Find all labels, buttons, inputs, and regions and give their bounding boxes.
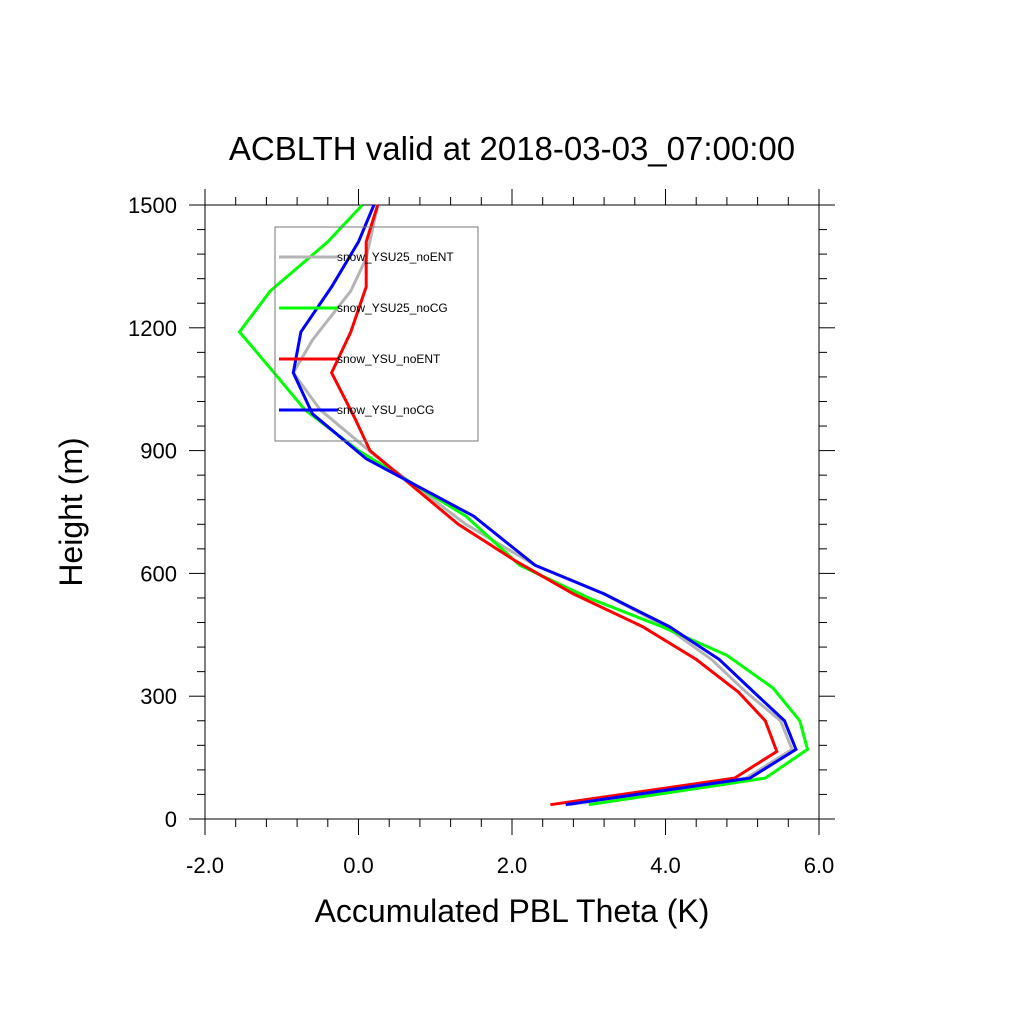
- plot-area: [204, 204, 820, 820]
- series-line-snow_YSU25_noCG: [237, 203, 810, 807]
- y-axis-label: Height (m): [53, 437, 89, 586]
- y-axis: 0 300 600 900 1200 1500: [128, 193, 835, 832]
- x-tick-label: 2.0: [497, 853, 528, 878]
- chart-title: ACBLTH valid at 2018-03-03_07:00:00: [229, 130, 795, 167]
- x-axis-label: Accumulated PBL Theta (K): [315, 893, 710, 929]
- x-tick-label: 0.0: [343, 853, 374, 878]
- x-tick-label: 6.0: [804, 853, 835, 878]
- y-tick-label: 1200: [128, 316, 177, 341]
- series-line-snow_YSU_noENT: [329, 204, 779, 807]
- legend: snow_YSU25_noENT snow_YSU25_noCG snow_YSU_…: [274, 226, 479, 442]
- x-axis: -2.0 0.0 2.0 4.0 6.0: [186, 189, 834, 878]
- series-line-snow_YSU25_noENT: [291, 204, 794, 807]
- y-tick-label: 900: [140, 439, 177, 464]
- x-tick-label: 4.0: [650, 853, 681, 878]
- legend-label: snow_YSU25_noCG: [337, 301, 448, 315]
- y-tick-label: 300: [140, 684, 177, 709]
- legend-label: snow_YSU_noENT: [337, 352, 441, 366]
- series-lines: [237, 203, 810, 807]
- y-tick-label: 0: [165, 807, 177, 832]
- plot-frame: [204, 204, 820, 820]
- y-tick-label: 600: [140, 561, 177, 586]
- legend-label: snow_YSU25_noENT: [337, 250, 454, 264]
- y-tick-label: 1500: [128, 193, 177, 218]
- series-line-snow_YSU_noCG: [291, 204, 798, 807]
- legend-label: snow_YSU_noCG: [337, 403, 434, 417]
- legend-box: [274, 226, 479, 442]
- x-tick-label: -2.0: [186, 853, 224, 878]
